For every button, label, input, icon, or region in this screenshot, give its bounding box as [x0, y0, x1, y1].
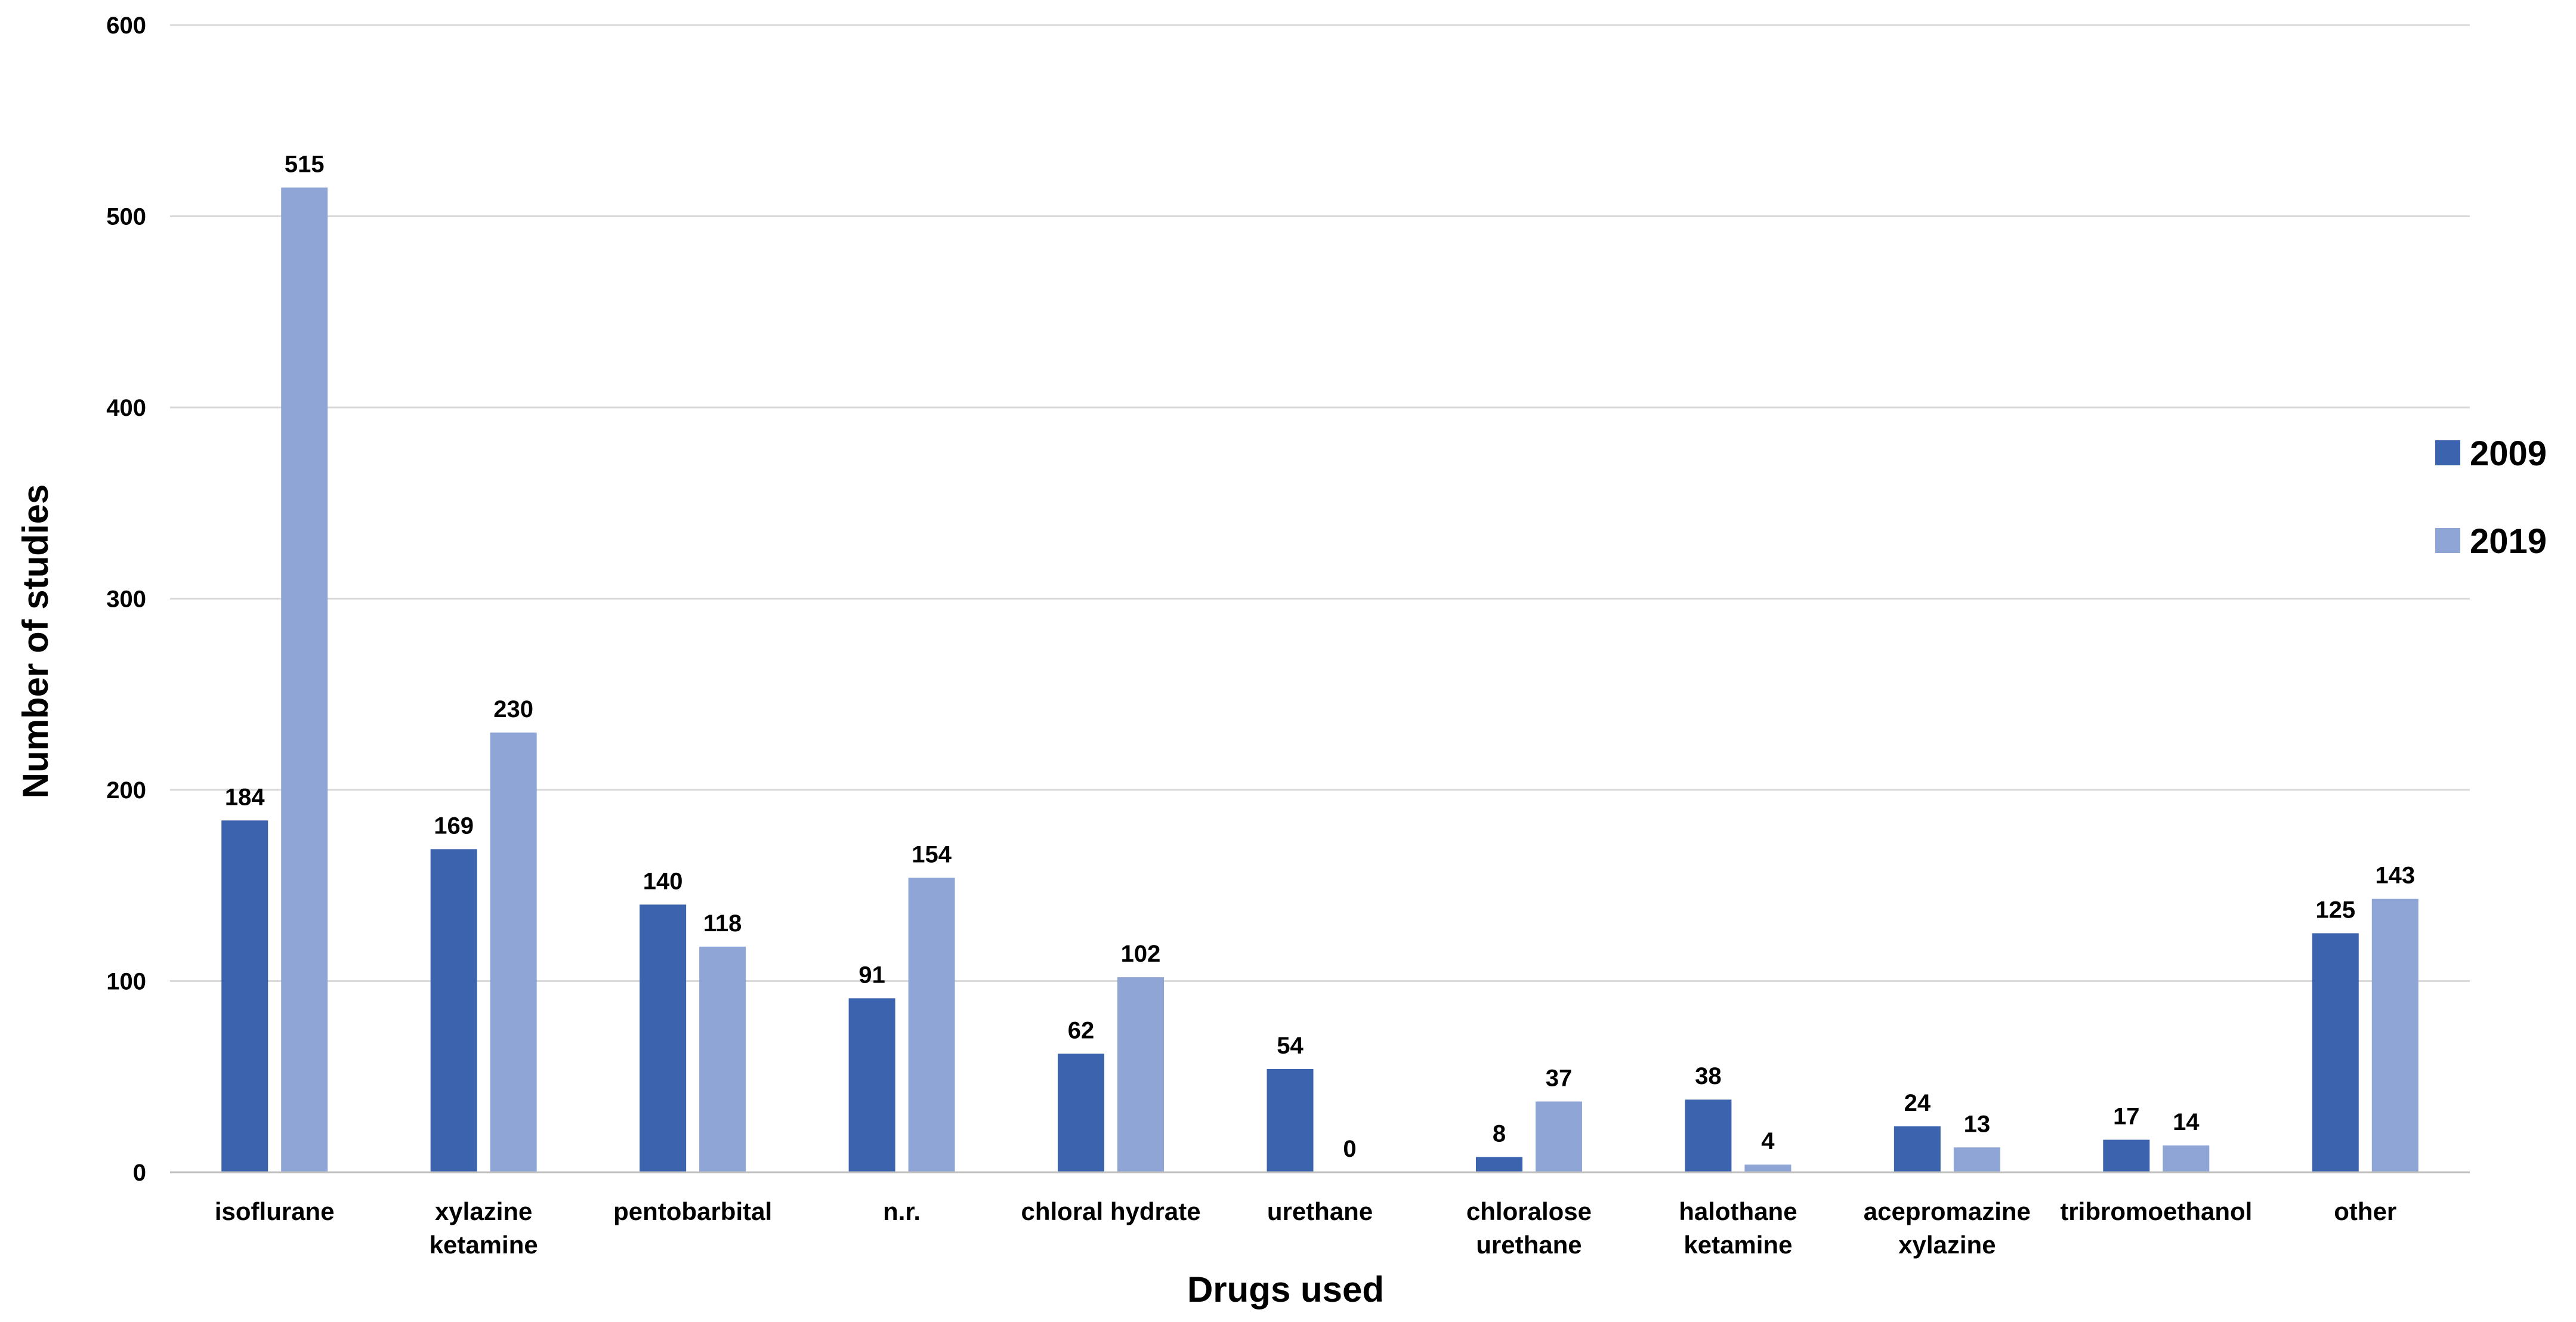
- x-category-label: pentobarbital: [613, 1197, 772, 1225]
- bar-2019-1: [490, 732, 537, 1172]
- data-label-2019-9: 14: [2173, 1109, 2200, 1135]
- legend: 2009 2019: [2435, 434, 2547, 561]
- bar-2019-9: [2163, 1145, 2210, 1172]
- bar-2019-10: [2371, 898, 2419, 1172]
- data-label-2009-10: 125: [2315, 897, 2355, 923]
- bar-2019-8: [1953, 1147, 2000, 1172]
- bar-2009-2: [640, 904, 687, 1172]
- data-label-2009-0: 184: [225, 784, 265, 810]
- y-axis-ticks: 0 100 200 300 400 500 600: [106, 13, 146, 1186]
- legend-label-2009: 2009: [2470, 434, 2547, 473]
- y-tick-label: 400: [106, 395, 146, 421]
- data-label-2019-1: 230: [493, 696, 533, 722]
- x-category-label: acepromazine xylazine: [1864, 1197, 2031, 1259]
- legend-swatch-2019: [2435, 528, 2460, 553]
- bar-2009-1: [430, 849, 477, 1172]
- bar-2019-2: [699, 946, 746, 1172]
- data-label-2019-7: 4: [1761, 1128, 1775, 1154]
- y-axis-title: Number of studies: [16, 484, 55, 799]
- x-axis-categories: isoflurane xylazine ketamine pentobarbital n…: [215, 1197, 2396, 1259]
- bar-2019-6: [1535, 1101, 1582, 1172]
- x-category-label: halothane ketamine: [1679, 1197, 1797, 1259]
- bar-2009-8: [1894, 1126, 1941, 1172]
- bar-2009-10: [2312, 933, 2359, 1172]
- bar-2009-0: [221, 820, 268, 1172]
- data-label-2009-3: 91: [858, 962, 885, 988]
- data-label-2009-8: 24: [1904, 1090, 1931, 1116]
- legend-label-2019: 2019: [2470, 522, 2547, 561]
- data-label-2009-2: 140: [643, 868, 683, 894]
- data-label-2019-3: 154: [912, 841, 952, 867]
- y-tick-label: 100: [106, 969, 146, 995]
- legend-swatch-2009: [2435, 440, 2460, 465]
- data-label-2019-10: 143: [2375, 863, 2415, 889]
- y-tick-label: 0: [133, 1160, 146, 1186]
- bars: [221, 187, 2419, 1172]
- bar-2019-7: [1744, 1165, 1792, 1172]
- y-tick-label: 200: [106, 777, 146, 804]
- data-label-2009-7: 38: [1695, 1063, 1722, 1089]
- y-tick-label: 300: [106, 586, 146, 613]
- data-label-2019-0: 515: [285, 151, 325, 177]
- data-label-2009-9: 17: [2113, 1104, 2140, 1130]
- bar-2009-3: [848, 998, 895, 1172]
- data-label-2019-2: 118: [703, 910, 742, 937]
- bar-2009-7: [1685, 1099, 1732, 1172]
- bar-2019-4: [1117, 977, 1165, 1172]
- bar-2009-4: [1058, 1054, 1105, 1172]
- data-label-2009-1: 169: [434, 813, 474, 839]
- x-category-label: chloralose urethane: [1466, 1197, 1592, 1259]
- data-label-2009-6: 8: [1493, 1120, 1506, 1147]
- data-label-2019-6: 37: [1546, 1065, 1573, 1091]
- y-tick-label: 600: [106, 13, 146, 39]
- bar-2009-5: [1267, 1068, 1314, 1172]
- data-label-2009-4: 62: [1068, 1017, 1095, 1043]
- bar-2009-9: [2103, 1139, 2150, 1172]
- x-category-label: chloral hydrate: [1021, 1197, 1200, 1225]
- x-category-label: isoflurane: [215, 1197, 335, 1225]
- x-category-label: urethane: [1267, 1197, 1373, 1225]
- data-labels: 184 515 169 230 140 118 91 154 62 102 54 0 8 37 38 4 24 1…: [225, 151, 2415, 1162]
- data-label-2019-5: 0: [1343, 1136, 1356, 1162]
- bar-2019-0: [281, 187, 328, 1172]
- gridlines: [170, 24, 2470, 982]
- y-tick-label: 500: [106, 204, 146, 230]
- bar-2019-3: [908, 878, 955, 1172]
- data-label-2019-8: 13: [1964, 1111, 1991, 1137]
- x-category-label: n.r.: [883, 1197, 921, 1225]
- x-category-label: other: [2334, 1197, 2396, 1225]
- bar-2009-6: [1475, 1157, 1522, 1172]
- x-category-label: xylazine ketamine: [430, 1197, 538, 1259]
- x-category-label: tribromoethanol: [2060, 1197, 2252, 1225]
- x-axis-title: Drugs used: [1187, 1270, 1384, 1309]
- data-label-2009-5: 54: [1277, 1033, 1304, 1059]
- data-label-2019-4: 102: [1121, 941, 1161, 967]
